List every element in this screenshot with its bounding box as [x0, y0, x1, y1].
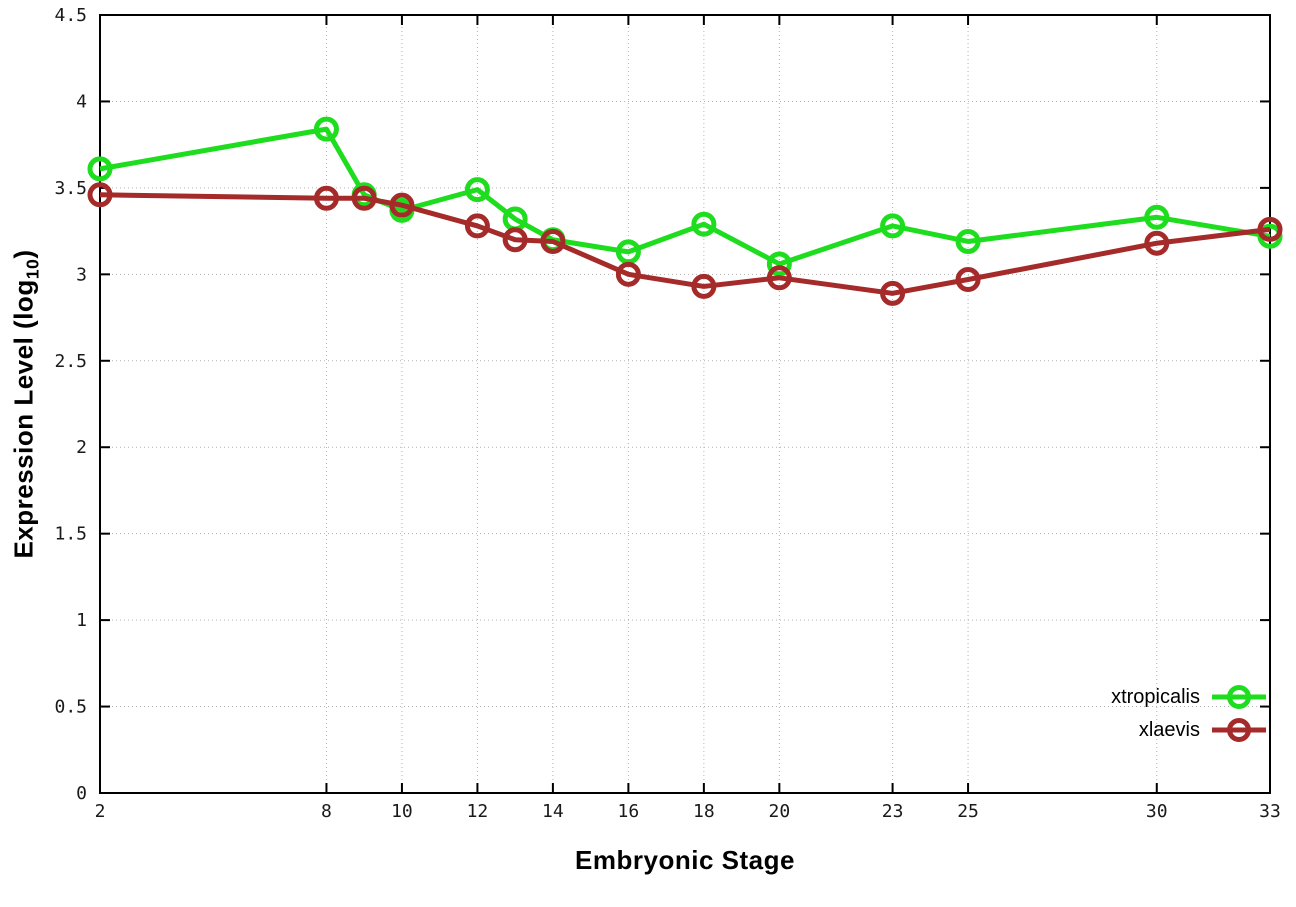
- svg-text:0: 0: [76, 783, 87, 804]
- legend-marker-icon: [1212, 685, 1266, 709]
- svg-text:0.5: 0.5: [54, 697, 87, 718]
- svg-text:14: 14: [542, 801, 564, 822]
- svg-text:23: 23: [882, 801, 904, 822]
- legend-row-xtropicalis: xtropicalis: [1111, 684, 1267, 710]
- svg-text:2: 2: [95, 801, 106, 822]
- tick-labels: 2 8 10 12 14 16 18 20 23 25 30 33 0 0.5 1 1.5 2 2.5 3 3.5 4 4…: [54, 5, 1280, 822]
- legend-marker-icon: [1212, 718, 1266, 742]
- svg-text:1.5: 1.5: [54, 524, 87, 545]
- legend: xtropicalis xlaevis: [1111, 684, 1267, 743]
- data-point-xlaevis: [464, 213, 490, 239]
- svg-text:16: 16: [618, 801, 640, 822]
- legend-label-xtropicalis: xtropicalis: [1111, 685, 1200, 708]
- legend-row-xlaevis: xlaevis: [1139, 717, 1267, 743]
- svg-text:3.5: 3.5: [54, 178, 87, 199]
- data-point-xlaevis: [540, 228, 566, 254]
- svg-text:4.5: 4.5: [54, 5, 87, 26]
- data-point-xtropicalis: [691, 211, 717, 237]
- data-point-xlaevis: [1257, 216, 1283, 242]
- plot-border: [99, 14, 1271, 794]
- data-point-xtropicalis: [313, 116, 339, 142]
- data-point-xtropicalis: [880, 213, 906, 239]
- svg-text:18: 18: [693, 801, 715, 822]
- data-point-xlaevis: [351, 185, 377, 211]
- data-point-xlaevis: [1144, 230, 1170, 256]
- data-point-xlaevis: [87, 182, 113, 208]
- tick-marks: [99, 14, 1271, 794]
- data-point-xlaevis: [313, 185, 339, 211]
- svg-text:30: 30: [1146, 801, 1168, 822]
- svg-text:33: 33: [1259, 801, 1281, 822]
- svg-text:2: 2: [76, 437, 87, 458]
- data-point-xtropicalis: [766, 251, 792, 277]
- svg-text:25: 25: [957, 801, 979, 822]
- x-axis-title: Embryonic Stage: [575, 845, 795, 875]
- data-point-xlaevis: [955, 267, 981, 293]
- svg-text:3: 3: [76, 264, 87, 285]
- y-axis-title-text: Expression Level (log: [8, 279, 39, 559]
- grid-lines: [99, 14, 1271, 794]
- data-point-xtropicalis: [1144, 204, 1170, 230]
- data-point-xtropicalis: [464, 177, 490, 203]
- data-point-xlaevis: [615, 261, 641, 287]
- svg-text:20: 20: [769, 801, 791, 822]
- data-point-xlaevis: [502, 227, 528, 253]
- data-point-xlaevis: [691, 273, 717, 299]
- series-xlaevis: [87, 182, 1283, 306]
- data-point-xlaevis: [389, 192, 415, 218]
- y-axis-title: Expression Level (log10): [8, 249, 43, 558]
- svg-text:4: 4: [76, 91, 87, 112]
- svg-text:10: 10: [391, 801, 413, 822]
- legend-label-xlaevis: xlaevis: [1138, 718, 1200, 741]
- data-point-xlaevis: [880, 280, 906, 306]
- y-axis-title-subscript: 10: [22, 258, 43, 280]
- y-axis-title-close: ): [8, 249, 39, 259]
- svg-text:1: 1: [76, 610, 87, 631]
- svg-text:2.5: 2.5: [54, 351, 87, 372]
- data-point-xtropicalis: [955, 228, 981, 254]
- data-point-xtropicalis: [87, 156, 113, 182]
- svg-text:8: 8: [321, 801, 332, 822]
- svg-text:12: 12: [467, 801, 489, 822]
- data-point-xlaevis: [766, 265, 792, 291]
